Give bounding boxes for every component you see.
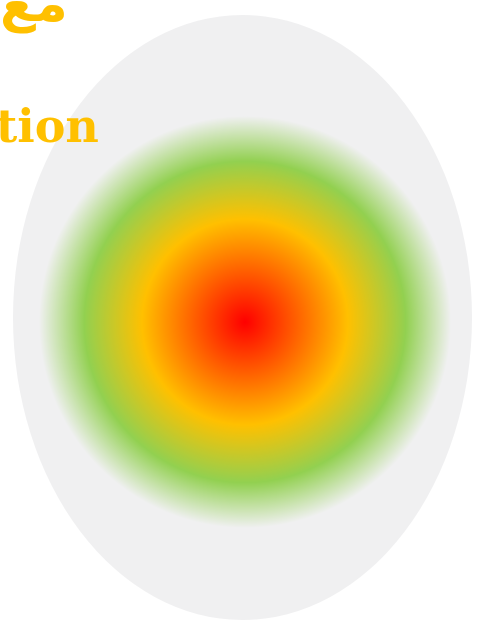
latin-heading-text: tion (0, 99, 99, 153)
radial-gradient-circle (38, 116, 452, 528)
arabic-heading-text: مع (0, 0, 68, 34)
